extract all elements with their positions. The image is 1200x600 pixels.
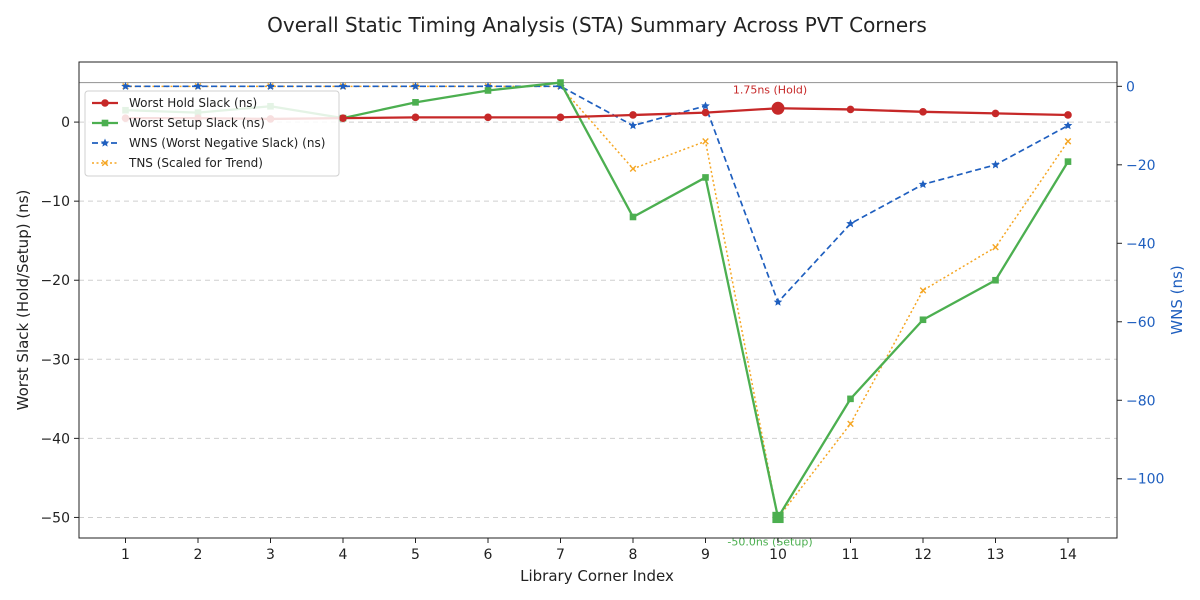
data-point bbox=[991, 160, 1000, 169]
data-point bbox=[702, 174, 709, 181]
chart-title: Overall Static Timing Analysis (STA) Sum… bbox=[267, 13, 927, 37]
data-point bbox=[919, 287, 927, 294]
data-point bbox=[701, 108, 710, 117]
y2-tick-label: −60 bbox=[1126, 315, 1156, 331]
data-point bbox=[702, 137, 709, 145]
x-tick-label: 6 bbox=[484, 547, 493, 563]
y-tick-label: 0 bbox=[61, 115, 70, 131]
annotations: 1.75ns (Hold) -50.0ns (Setup) bbox=[727, 83, 812, 548]
y-tick-label: −50 bbox=[40, 510, 70, 526]
y-tick-label: −40 bbox=[40, 431, 70, 447]
legend-label: Worst Hold Slack (ns) bbox=[129, 96, 257, 110]
data-point bbox=[411, 81, 420, 90]
x-tick-label: 14 bbox=[1059, 547, 1077, 563]
legend-item: Worst Hold Slack (ns) bbox=[92, 96, 257, 110]
data-point bbox=[919, 316, 927, 324]
data-point bbox=[1063, 121, 1073, 130]
x-tick-label: 11 bbox=[842, 547, 860, 563]
legend-item: WNS (Worst Negative Slack) (ns) bbox=[92, 136, 325, 150]
annotation-label: 1.75ns (Hold) bbox=[733, 83, 807, 96]
y-tick-label: −30 bbox=[40, 352, 70, 368]
x-axis: 1 2 3 4 5 6 7 8 9 10 11 12 13 14 bbox=[121, 538, 1077, 563]
data-point bbox=[847, 395, 854, 403]
data-point bbox=[484, 113, 492, 122]
x-tick-label: 10 bbox=[769, 547, 787, 563]
y2-tick-label: −80 bbox=[1126, 393, 1156, 409]
x-tick-label: 1 bbox=[121, 547, 130, 563]
y2-tick-label: 0 bbox=[1126, 79, 1135, 95]
data-point bbox=[556, 113, 565, 122]
data-point bbox=[992, 243, 999, 251]
data-point bbox=[628, 121, 638, 130]
series-line bbox=[125, 85, 1069, 519]
legend-box bbox=[84, 90, 340, 177]
data-point bbox=[339, 114, 347, 122]
data-point bbox=[773, 297, 783, 306]
data-point bbox=[484, 87, 492, 94]
data-point bbox=[629, 111, 637, 119]
legend-label: Worst Setup Slack (ns) bbox=[129, 116, 265, 130]
x-tick-label: 12 bbox=[914, 547, 932, 563]
annotation-label: -50.0ns (Setup) bbox=[727, 535, 812, 548]
x-tick-label: 8 bbox=[629, 547, 638, 563]
data-point bbox=[411, 113, 420, 122]
data-point bbox=[101, 119, 109, 127]
y-axis-label: Worst Slack (Hold/Setup) (ns) bbox=[14, 190, 32, 411]
data-point bbox=[338, 81, 348, 90]
data-point bbox=[847, 420, 854, 428]
data-point bbox=[101, 99, 109, 107]
y-axis-right: 0 −20 −40 −60 −80 −100 bbox=[1117, 79, 1164, 488]
data-point bbox=[557, 79, 564, 86]
y2-tick-label: −20 bbox=[1126, 158, 1156, 174]
y-tick-label: −10 bbox=[40, 194, 70, 210]
x-tick-label: 13 bbox=[987, 547, 1005, 563]
data-point bbox=[1064, 158, 1072, 165]
plot-area-frame bbox=[78, 61, 1118, 539]
y2-tick-label: −40 bbox=[1126, 236, 1156, 252]
data-point bbox=[1064, 111, 1072, 119]
data-point bbox=[772, 511, 784, 524]
data-point bbox=[992, 276, 999, 284]
data-point bbox=[918, 179, 928, 189]
data-point bbox=[193, 81, 203, 90]
data-point bbox=[121, 81, 130, 90]
data-point bbox=[846, 105, 855, 114]
x-axis-label: Library Corner Index bbox=[520, 567, 674, 585]
data-point bbox=[629, 213, 637, 221]
data-point bbox=[701, 101, 710, 110]
x-tick-label: 3 bbox=[266, 547, 275, 563]
data-point bbox=[100, 138, 110, 147]
data-point bbox=[266, 81, 275, 90]
data-point bbox=[991, 109, 1000, 118]
y-axis-left: 0 −10 −20 −30 −40 −50 bbox=[40, 115, 79, 526]
data-point bbox=[1064, 137, 1072, 145]
y2-axis-label: WNS (ns) bbox=[1168, 265, 1186, 334]
data-point bbox=[101, 159, 109, 167]
data-point bbox=[846, 219, 855, 228]
y-tick-label: −20 bbox=[40, 273, 70, 289]
legend-item: TNS (Scaled for Trend) bbox=[92, 156, 263, 170]
data-point bbox=[919, 108, 927, 116]
data-point bbox=[412, 99, 419, 106]
legend-item: Worst Setup Slack (ns) bbox=[92, 116, 265, 130]
data-point bbox=[629, 165, 637, 173]
x-tick-label: 7 bbox=[556, 547, 565, 563]
x-tick-label: 2 bbox=[194, 547, 203, 563]
gridlines bbox=[79, 121, 1117, 518]
series-line bbox=[125, 85, 1069, 304]
y2-tick-label: −100 bbox=[1126, 472, 1164, 488]
legend-label: WNS (Worst Negative Slack) (ns) bbox=[129, 136, 325, 150]
x-tick-label: 5 bbox=[411, 547, 420, 563]
x-tick-label: 9 bbox=[701, 547, 710, 563]
x-tick-label: 4 bbox=[339, 547, 348, 563]
legend: Worst Hold Slack (ns) Worst Setup Slack (… bbox=[84, 90, 340, 177]
legend-label: TNS (Scaled for Trend) bbox=[128, 156, 263, 170]
data-point bbox=[771, 101, 785, 115]
